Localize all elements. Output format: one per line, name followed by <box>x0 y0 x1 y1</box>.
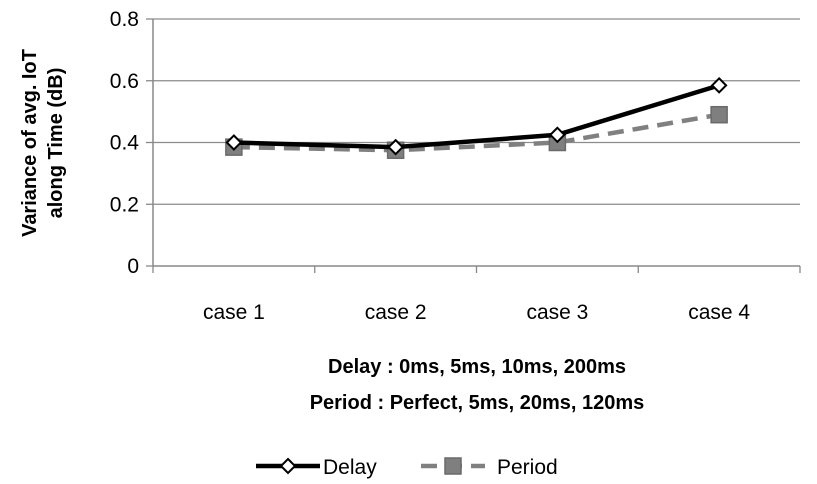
point-delay <box>710 76 728 94</box>
series-group <box>225 76 728 159</box>
legend: Delay Period <box>256 456 558 479</box>
y-tick-label: 0 <box>127 255 139 278</box>
x-tick-label: case 2 <box>365 301 427 324</box>
point-period <box>710 105 728 124</box>
series-period <box>225 105 728 159</box>
legend-label-period: Period <box>497 456 558 479</box>
x-axis-label-line-1: Delay : 0ms, 5ms, 10ms, 200ms <box>328 356 626 378</box>
x-tick-label: case 1 <box>203 301 265 324</box>
y-tick-label: 0.2 <box>110 193 139 216</box>
x-axis-label-line-2: Period : Perfect, 5ms, 20ms, 120ms <box>310 392 645 414</box>
series-line-delay <box>233 83 720 150</box>
y-tick-label: 0.8 <box>110 8 139 31</box>
x-tick-label: case 4 <box>688 301 750 324</box>
point-delay <box>387 138 405 156</box>
legend-marker-delay <box>279 457 297 475</box>
point-delay <box>548 126 566 144</box>
series-line-period <box>233 112 720 153</box>
x-tick-label: case 3 <box>526 301 588 324</box>
y-tick-label: 0.4 <box>110 132 140 155</box>
y-axis-label-line-1: Variance of avg. IoT <box>19 49 41 237</box>
y-tick-label: 0.6 <box>110 70 139 93</box>
point-delay <box>225 134 243 151</box>
x-tick-labels: case 1 case 2 case 3 case 4 <box>203 301 750 324</box>
legend-item-period: Period <box>421 456 558 479</box>
series-delay <box>225 76 728 156</box>
y-tick-labels: 0 0.2 0.4 0.6 0.8 <box>110 8 140 278</box>
legend-label-delay: Delay <box>323 456 377 479</box>
y-axis-label-line-2: along Time (dB) <box>45 68 67 219</box>
axes <box>152 19 800 267</box>
legend-marker-period <box>444 457 462 475</box>
legend-item-delay: Delay <box>256 456 377 479</box>
